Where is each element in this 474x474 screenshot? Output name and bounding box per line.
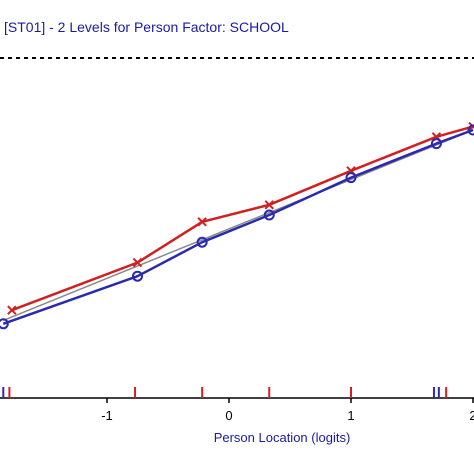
marker-circle xyxy=(263,209,275,221)
marker-x xyxy=(7,305,17,315)
x-tick-label: 1 xyxy=(347,408,354,423)
marker-x xyxy=(468,121,474,132)
x-tick-label: 0 xyxy=(225,408,232,423)
marker-x-stroke xyxy=(197,217,207,227)
series-line-2 xyxy=(3,129,474,322)
marker-circle xyxy=(0,318,9,330)
series-line-0 xyxy=(11,125,474,312)
marker-x-stroke xyxy=(7,305,17,315)
series-layer xyxy=(0,121,474,330)
marker-circle xyxy=(467,124,474,136)
marker-circle xyxy=(132,270,143,282)
marker-circle xyxy=(196,236,208,248)
marker-x-stroke xyxy=(468,124,474,132)
marker-x xyxy=(132,257,143,268)
marker-circle xyxy=(430,138,442,150)
marker-x-stroke xyxy=(132,257,143,268)
marker-x xyxy=(197,217,207,227)
series-line-1 xyxy=(2,128,474,325)
x-axis: -1 0 1 2 xyxy=(0,387,474,423)
x-tick-label: -1 xyxy=(101,408,113,423)
marker-x xyxy=(264,200,274,210)
x-axis-label: Person Location (logits) xyxy=(214,430,351,445)
chart-title: [ST01] - 2 Levels for Person Factor: SCH… xyxy=(4,19,289,35)
marker-x-stroke xyxy=(264,200,274,210)
x-tick-label: 2 xyxy=(469,408,474,423)
marker-circle xyxy=(345,172,357,184)
